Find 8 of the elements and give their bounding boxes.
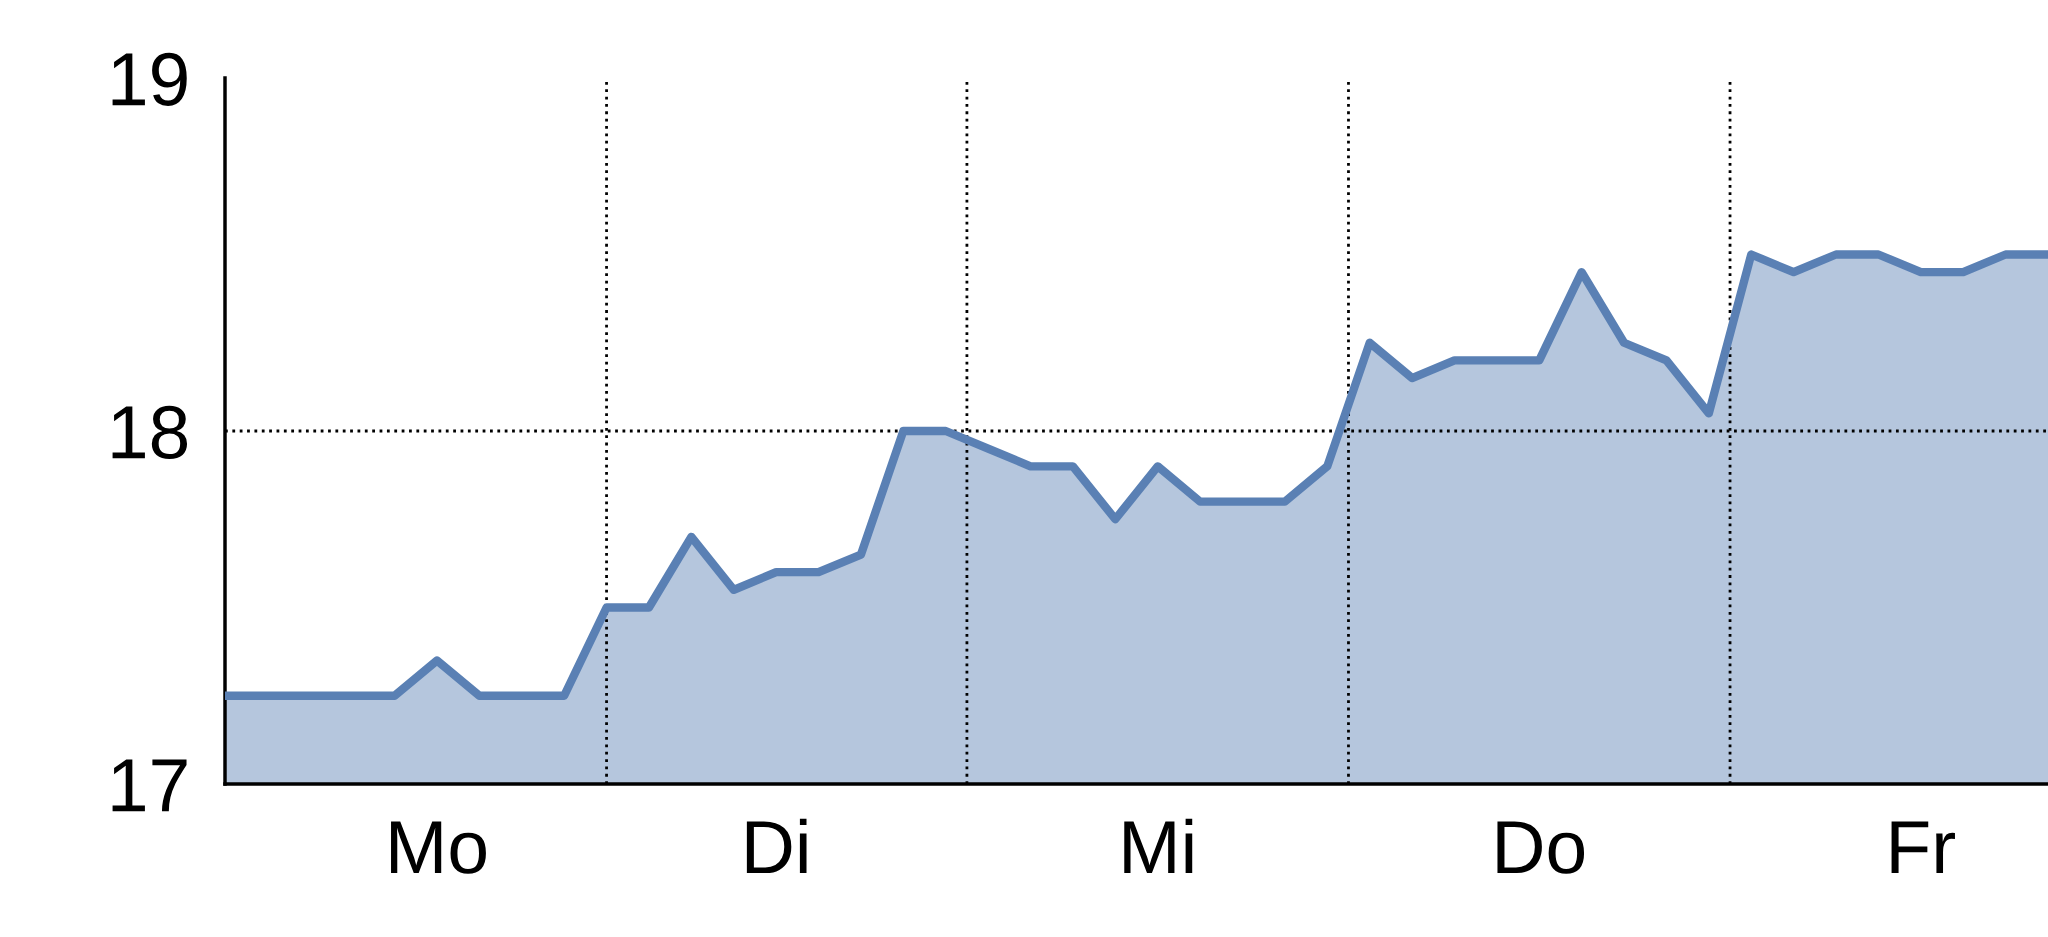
x-tick-label: Mi: [1124, 818, 1193, 874]
y-tick-label: 19: [112, 52, 187, 106]
x-tick-label: Di: [746, 818, 807, 874]
x-tick-label: Fr: [1891, 821, 1955, 874]
y-tick-label: 17: [112, 759, 187, 812]
x-tick-label: Do: [1497, 821, 1585, 874]
x-tick-label: Mo: [391, 821, 486, 874]
y-tick-label: 18: [112, 405, 188, 459]
